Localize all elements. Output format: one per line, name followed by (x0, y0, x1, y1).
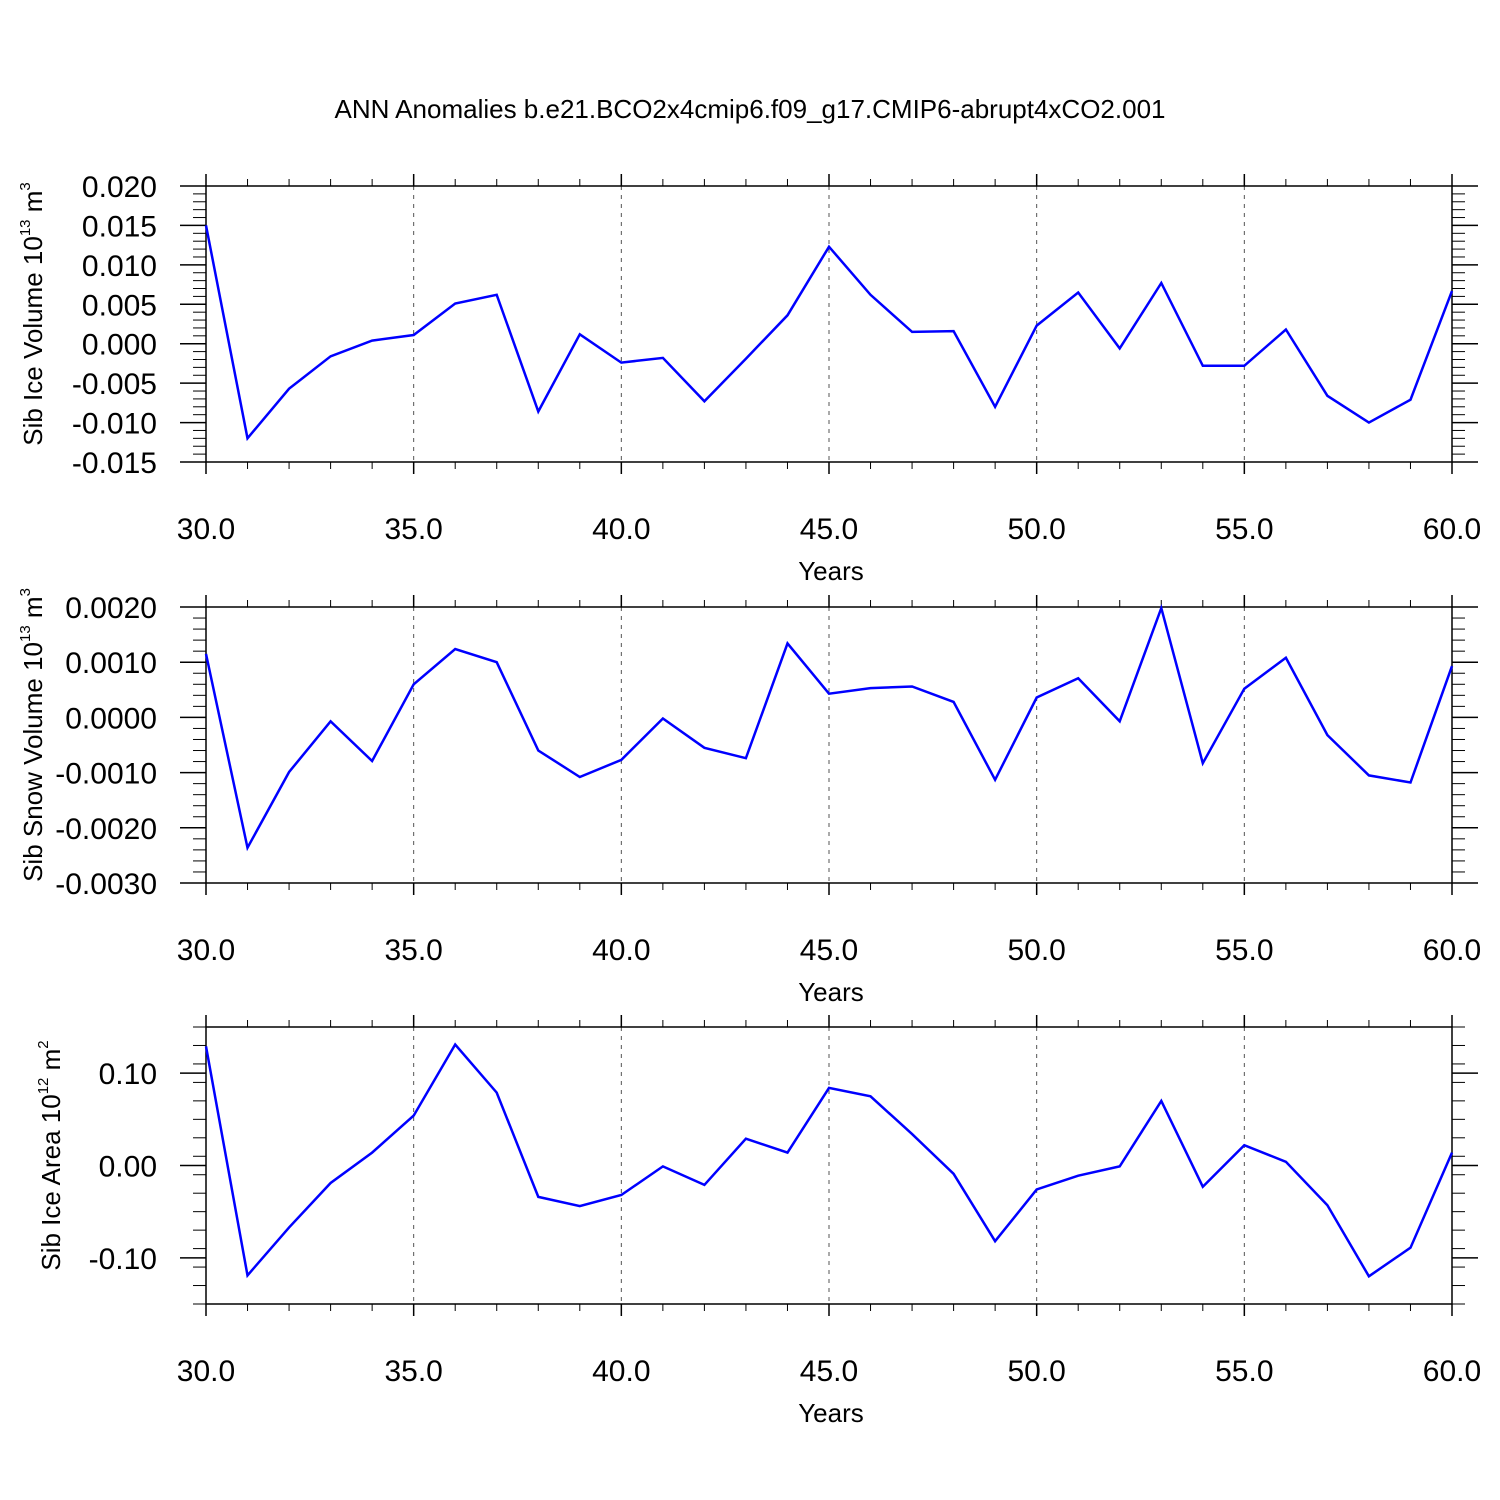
y-tick-label: 0.010 (82, 250, 157, 283)
x-tick-label: 45.0 (800, 1355, 858, 1388)
x-axis-title: Years (798, 977, 864, 1007)
data-series-line (204, 603, 1454, 852)
y-axis-title-exponent: 12 (35, 1078, 52, 1095)
y-axis-title: Sib Ice Volume 1013 m3 (17, 182, 48, 446)
y-axis-title-unit-exponent: 2 (35, 1040, 52, 1048)
x-tick-label: 60.0 (1423, 1355, 1481, 1388)
y-axis-title-exponent: 13 (17, 219, 34, 236)
x-tick-label: 40.0 (592, 1355, 650, 1388)
y-tick-label: 0.015 (82, 210, 157, 243)
x-tick-label: 35.0 (384, 513, 442, 546)
y-tick-label: 0.005 (82, 289, 157, 322)
y-tick-label: 0.0010 (65, 647, 157, 680)
y-tick-label: 0.0020 (65, 592, 157, 625)
y-tick-label: 0.000 (82, 329, 157, 362)
x-tick-label: 35.0 (384, 1355, 442, 1388)
x-tick-label: 60.0 (1423, 513, 1481, 546)
y-axis-title-exponent: 13 (17, 625, 34, 642)
x-tick-label: 55.0 (1215, 513, 1273, 546)
y-axis-title: Sib Ice Area 1012 m2 (35, 1040, 66, 1270)
y-axis-title-text: Sib Snow Volume 10 (18, 642, 48, 882)
y-tick-label: -0.0030 (55, 868, 157, 901)
x-tick-label: 40.0 (592, 513, 650, 546)
y-tick-label: 0.020 (82, 171, 157, 204)
x-tick-label: 55.0 (1215, 1355, 1273, 1388)
x-tick-label: 30.0 (177, 513, 235, 546)
data-series-line (204, 225, 1454, 442)
x-tick-label: 60.0 (1423, 934, 1481, 967)
y-axis-title-text: Sib Ice Volume 10 (18, 236, 48, 446)
y-axis-title: Sib Snow Volume 1013 m3 (17, 588, 48, 882)
x-tick-label: 30.0 (177, 1355, 235, 1388)
x-axis-title: Years (798, 556, 864, 586)
y-tick-label: -0.0010 (55, 758, 157, 791)
x-tick-label: 35.0 (384, 934, 442, 967)
x-tick-label: 55.0 (1215, 934, 1273, 967)
chart-panel-1: 30.0 35.0 40.0 45.0 50.0 55.0 60.0 -0.015 -0.010… (17, 171, 1481, 586)
x-tick-label: 50.0 (1007, 513, 1065, 546)
y-axis-title-unit: m (36, 1049, 66, 1078)
y-tick-label: -0.0020 (55, 813, 157, 846)
y-tick-label: -0.005 (72, 368, 157, 401)
x-axis-title: Years (798, 1398, 864, 1428)
y-axis-title-unit-exponent: 3 (17, 588, 34, 596)
y-axis-title-text: Sib Ice Area 10 (36, 1094, 66, 1270)
x-tick-label: 30.0 (177, 934, 235, 967)
y-tick-label: -0.010 (72, 408, 157, 441)
y-tick-label: -0.015 (72, 447, 157, 480)
x-tick-label: 45.0 (800, 934, 858, 967)
y-tick-label: 0.0000 (65, 702, 157, 735)
x-tick-label: 45.0 (800, 513, 858, 546)
y-axis-title-unit-exponent: 3 (17, 182, 34, 190)
chart-panel-2: 30.0 35.0 40.0 45.0 50.0 55.0 60.0 -0.0030 -0.00… (17, 588, 1481, 1007)
data-series-line (204, 1042, 1454, 1279)
y-tick-label: -0.10 (89, 1243, 157, 1276)
x-tick-label: 40.0 (592, 934, 650, 967)
x-tick-label: 50.0 (1007, 1355, 1065, 1388)
y-tick-label: 0.00 (99, 1151, 157, 1184)
figure-title: ANN Anomalies b.e21.BCO2x4cmip6.f09_g17.… (334, 94, 1166, 124)
y-axis-title-unit: m (18, 596, 48, 625)
x-tick-label: 50.0 (1007, 934, 1065, 967)
y-axis-title-unit: m (18, 191, 48, 220)
y-tick-label: 0.10 (99, 1058, 157, 1091)
chart-panel-3: 30.0 35.0 40.0 45.0 50.0 55.0 60.0 -0.10 0.00 0.1… (35, 1015, 1481, 1428)
